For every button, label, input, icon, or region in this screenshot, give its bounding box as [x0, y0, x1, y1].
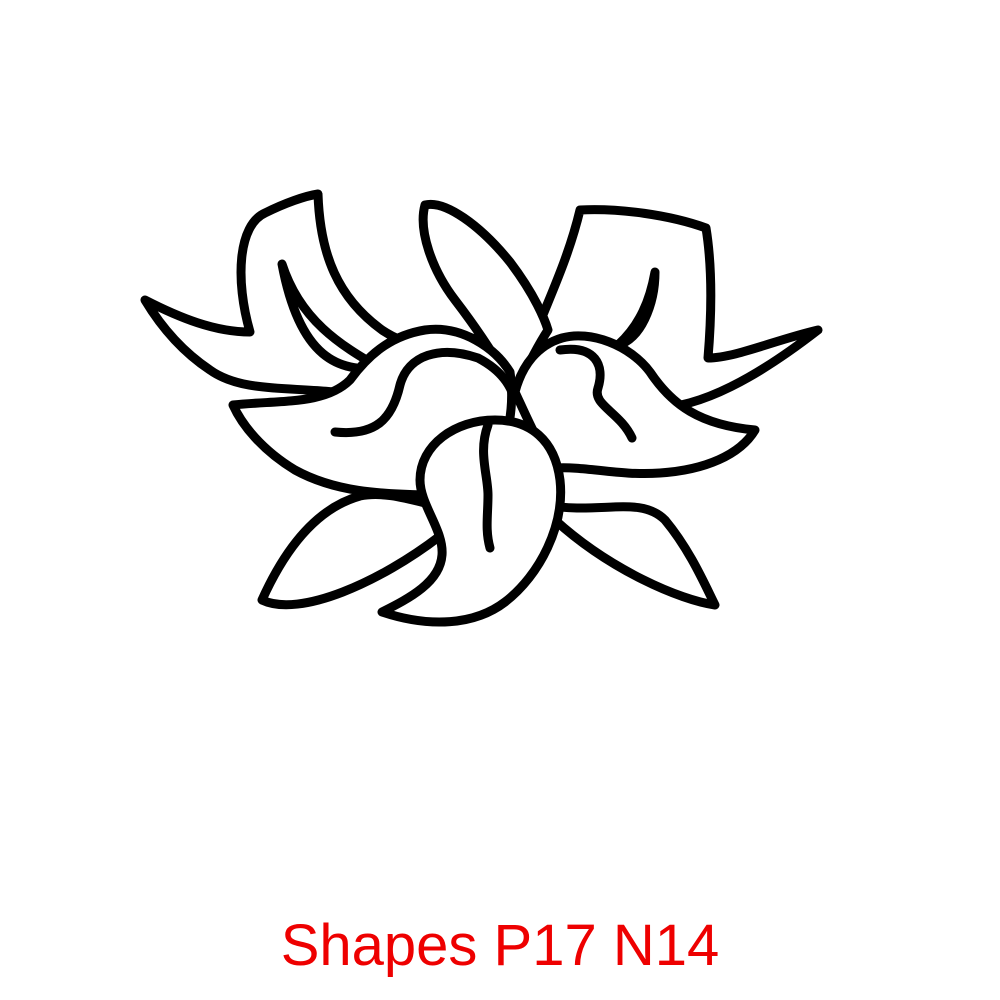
lower-right-petal — [540, 500, 720, 610]
front-center-petal-vein — [479, 420, 495, 553]
right-mid-petal-vein — [555, 344, 637, 443]
front-center-petal — [377, 415, 566, 627]
shape-caption: Shapes P17 N14 — [280, 913, 720, 978]
left-mid-petal-vein — [330, 347, 517, 438]
